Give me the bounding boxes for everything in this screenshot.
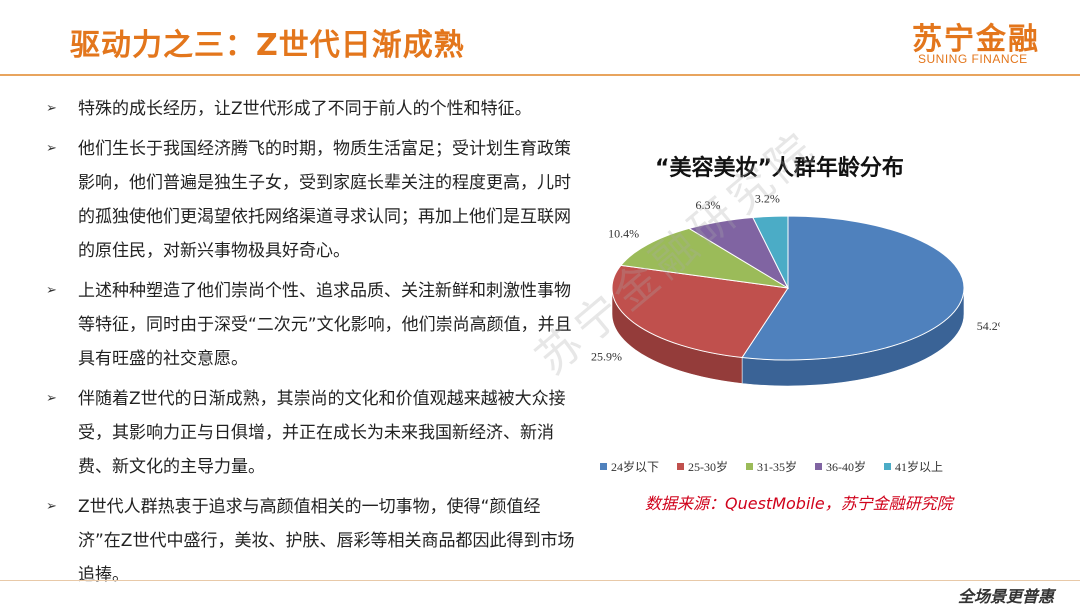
pie-value-label: 10.4% xyxy=(608,227,639,241)
data-source: 数据来源：QuestMobile，苏宁金融研究院 xyxy=(645,494,953,513)
legend-item: 36-40岁 xyxy=(815,458,866,475)
pie-slice xyxy=(611,264,789,359)
footer-logo: 全场景更普惠 xyxy=(957,587,1054,606)
bullet-list: ➢ 特殊的成长经历，让Z世代形成了不同于前人的个性和特征。 ➢ 他们生长于我国经… xyxy=(46,92,576,598)
bullet-text: Z世代人群热衷于追求与高颜值相关的一切事物，使得“颜值经济”在Z世代中盛行，美妆… xyxy=(78,497,575,585)
pie-value-label: 3.2% xyxy=(755,191,780,205)
bullet-item: ➢ 伴随着Z世代的日渐成熟，其崇尚的文化和价值观越来越被大众接受，其影响力正与日… xyxy=(46,382,576,484)
legend-item: 41岁以上 xyxy=(884,458,943,475)
bullet-text: 伴随着Z世代的日渐成熟，其崇尚的文化和价值观越来越被大众接受，其影响力正与日俱增… xyxy=(78,389,566,477)
legend-swatch xyxy=(815,463,823,470)
legend-label: 36-40岁 xyxy=(826,460,867,474)
legend-swatch xyxy=(600,463,607,470)
bullet-item: ➢ Z世代人群热衷于追求与高颜值相关的一切事物，使得“颜值经济”在Z世代中盛行，… xyxy=(46,490,576,592)
header-divider xyxy=(0,74,1080,76)
arrow-bullet-icon: ➢ xyxy=(46,499,57,514)
legend-swatch xyxy=(746,463,754,470)
page-title: 驱动力之三：Z世代日渐成熟 xyxy=(70,28,465,63)
arrow-bullet-icon: ➢ xyxy=(46,391,57,406)
brand-logo: 苏宁金融 xyxy=(912,22,1040,57)
legend-label: 41岁以上 xyxy=(895,460,944,474)
legend-item: 31-35岁 xyxy=(746,458,797,475)
brand-logo-en: SUNING FINANCE xyxy=(918,52,1028,66)
footer-line xyxy=(0,580,1080,609)
pie-value-label: 54.2% xyxy=(977,319,1000,333)
arrow-bullet-icon: ➢ xyxy=(46,141,57,156)
pie-slice xyxy=(752,215,789,289)
arrow-bullet-icon: ➢ xyxy=(46,283,57,298)
bullet-item: ➢ 他们生长于我国经济腾飞的时期，物质生活富足；受计划生育政策影响，他们普遍是独… xyxy=(46,132,576,268)
bullet-text: 上述种种塑造了他们崇尚个性、追求品质、关注新鲜和刺激性事物等特征，同时由于深受“… xyxy=(78,281,572,369)
pie-value-label: 25.9% xyxy=(591,350,622,364)
legend-item: 25-30岁 xyxy=(677,458,728,475)
bullet-item: ➢ 上述种种塑造了他们崇尚个性、追求品质、关注新鲜和刺激性事物等特征，同时由于深… xyxy=(46,274,576,376)
bullet-text: 特殊的成长经历，让Z世代形成了不同于前人的个性和特征。 xyxy=(78,99,532,119)
legend-label: 25-30岁 xyxy=(688,460,729,474)
legend-item: 24岁以下 xyxy=(600,458,659,475)
arrow-bullet-icon: ➢ xyxy=(46,101,57,116)
pie-slice xyxy=(741,215,965,361)
pie-value-label: 6.3% xyxy=(695,198,720,212)
chart-legend: 24岁以下 25-30岁 31-35岁 36-40岁 41岁以上 xyxy=(600,458,1000,475)
legend-label: 31-35岁 xyxy=(757,460,798,474)
legend-swatch xyxy=(677,463,685,470)
pie-chart: 54.2% 25.9% 10.4% 6.3% 3.2% xyxy=(591,191,1000,387)
legend-swatch xyxy=(884,463,892,470)
legend-label: 24岁以下 xyxy=(611,460,660,474)
bullet-item: ➢ 特殊的成长经历，让Z世代形成了不同于前人的个性和特征。 xyxy=(46,92,576,126)
pie-slice xyxy=(620,227,789,289)
chart-title: “美容美妆”人群年龄分布 xyxy=(655,156,904,181)
bullet-text: 他们生长于我国经济腾飞的时期，物质生活富足；受计划生育政策影响，他们普遍是独生子… xyxy=(78,139,571,261)
